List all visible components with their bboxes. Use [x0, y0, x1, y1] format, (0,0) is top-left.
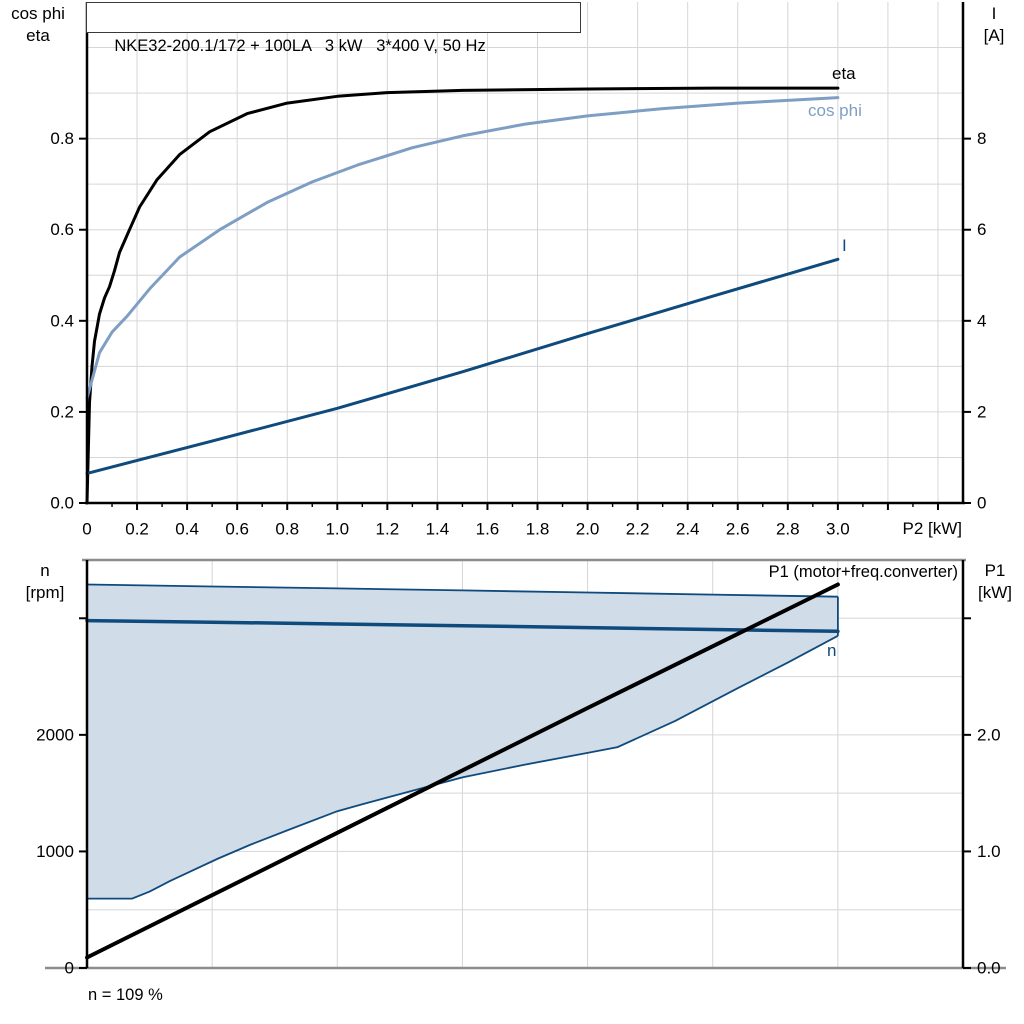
curve-i [85, 257, 840, 475]
x-tick-label: 0.4 [175, 520, 199, 539]
x-tick-label: 1.2 [376, 520, 400, 539]
current-curve-label: I [842, 236, 847, 255]
bottom-left-axis-label-line2: [rpm] [25, 583, 65, 602]
x-tick-label: 1.4 [426, 520, 450, 539]
speed-percentage-note: n = 109 % [88, 986, 163, 1004]
x-tick-label: 1.6 [476, 520, 500, 539]
top-right-axis-label-line2: [A] [983, 26, 1005, 45]
chart-title-box: NKE32-200.1/172 + 100LA 3 kW 3*400 V, 50… [86, 2, 581, 55]
x-tick-label: 2.2 [626, 520, 650, 539]
bottom-right-axis-label-line1: P1 [984, 561, 1006, 580]
x-tick-label: 0.8 [275, 520, 299, 539]
speed-curve-label: n [827, 641, 837, 660]
bottom-right-axis-label-line2: [kW] [978, 583, 1012, 602]
y-tick-label-left: 0.0 [50, 494, 74, 513]
x-tick-label: 2.0 [576, 520, 600, 539]
y-tick-label-right: 1.0 [977, 842, 1001, 861]
x-tick-label: 2.4 [676, 520, 700, 539]
y-tick-label-left: 0.2 [50, 402, 74, 421]
top-left-axis-label-line2: eta [26, 26, 50, 45]
x-tick-label: 2.6 [726, 520, 750, 539]
x-tick-label: 1.8 [526, 520, 550, 539]
y-tick-label-right: 0 [977, 494, 986, 513]
y-tick-label-left: 0.6 [50, 220, 74, 239]
curve-cos-phi [85, 96, 840, 400]
x-tick-label: 2.8 [776, 520, 800, 539]
y-tick-label-left: 2000 [36, 725, 74, 744]
bottom-left-axis-label-line1: n [40, 561, 50, 580]
y-tick-label-left: 0.8 [50, 129, 74, 148]
x-tick-label: 1.0 [325, 520, 349, 539]
x-tick-label: 0 [82, 520, 91, 539]
speed-range-area [87, 584, 838, 899]
y-tick-label-left: 0 [65, 959, 74, 978]
speed-range-lower-edge [87, 635, 839, 900]
chart-title: NKE32-200.1/172 + 100LA 3 kW 3*400 V, 50… [114, 37, 486, 55]
curve-eta [85, 86, 840, 505]
curve-p1-motor-freq-converter- [85, 582, 840, 960]
y-tick-label-left: 1000 [36, 842, 74, 861]
x-axis-label: P2 [kW] [902, 519, 962, 538]
y-tick-label-left: 0.4 [50, 311, 74, 330]
y-tick-label-right: 2.0 [977, 725, 1001, 744]
y-tick-label-right: 0.0 [977, 959, 1001, 978]
top-right-axis-label-line1: I [991, 4, 997, 23]
y-tick-label-right: 4 [977, 311, 986, 330]
y-tick-label-right: 2 [977, 402, 986, 421]
eta-curve-label: eta [832, 64, 856, 83]
y-tick-label-right: 8 [977, 129, 986, 148]
cos-phi-curve-label: cos phi [808, 101, 862, 120]
y-tick-label-right: 6 [977, 220, 986, 239]
p1-curve-label: P1 (motor+freq.converter) [768, 563, 958, 581]
x-tick-label: 0.6 [225, 520, 249, 539]
speed-range-upper-edge [86, 583, 838, 598]
top-left-axis-label-line1: cos phi [11, 4, 65, 23]
x-tick-label: 0.2 [125, 520, 149, 539]
curve-n [85, 618, 840, 634]
x-tick-label: 3.0 [826, 520, 850, 539]
